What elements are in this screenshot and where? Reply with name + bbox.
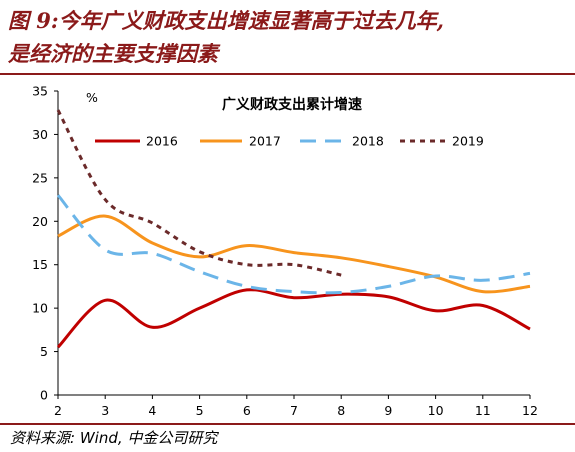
- x-tick-label: 7: [290, 403, 298, 418]
- x-tick-label: 5: [196, 403, 204, 418]
- x-tick-label: 8: [337, 403, 345, 418]
- series-line-2018: [56, 194, 531, 295]
- y-tick-label: 25: [32, 170, 48, 185]
- source-note: 资料来源: Wind, 中金公司研究: [10, 429, 218, 447]
- y-tick-label: 10: [32, 301, 48, 316]
- y-tick-label: 30: [32, 127, 48, 142]
- x-tick-label: 2: [54, 403, 62, 418]
- legend-label-2017: 2017: [249, 134, 281, 149]
- series-line-2016: [56, 288, 531, 349]
- y-tick-label: 35: [32, 84, 48, 99]
- x-tick-label: 12: [522, 403, 538, 418]
- x-tick-label: 3: [101, 403, 109, 418]
- source-divider: [0, 423, 575, 425]
- series-line-2017: [57, 214, 531, 294]
- title-divider: [0, 73, 575, 75]
- x-tick-label: 6: [243, 403, 251, 418]
- x-tick-label: 10: [428, 403, 444, 418]
- figure-title-line-1: 图 9:今年广义财政支出增速显著高于过去几年,: [8, 8, 444, 33]
- legend-label-2019: 2019: [452, 134, 484, 149]
- x-tick-label: 9: [384, 403, 392, 418]
- legend-label-2016: 2016: [146, 134, 178, 149]
- chart-title: 广义财政支出累计增速: [222, 96, 362, 113]
- legend-label-2018: 2018: [352, 134, 384, 149]
- y-axis-unit: %: [86, 90, 98, 105]
- y-tick-label: 20: [32, 214, 48, 229]
- line-chart: 0 5 10 15 20 25 30 35 2 3 4 5 6 7 8 9 10 11 12% 广义财政支出累计增速 2…: [32, 84, 538, 419]
- x-tick-label: 11: [475, 403, 491, 418]
- figure-title-line-2: 是经济的主要支撑因素: [8, 41, 218, 66]
- y-tick-label: 15: [32, 257, 48, 272]
- figure-title: 图 9:今年广义财政支出增速显著高于过去几年, 是经济的主要支撑因素: [8, 4, 568, 70]
- x-tick-label: 4: [148, 403, 156, 418]
- series-line-2019: [56, 109, 342, 277]
- y-tick-label: 5: [40, 344, 48, 359]
- y-tick-label: 0: [40, 388, 48, 403]
